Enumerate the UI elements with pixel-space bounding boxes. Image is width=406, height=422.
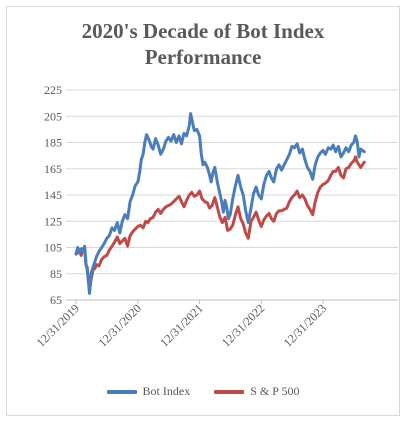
x-tick-label: 12/31/2020 (95, 301, 144, 350)
y-tick-label: 165 (44, 162, 62, 176)
y-tick-label: 125 (44, 214, 62, 228)
x-tick-label: 12/31/2021 (157, 301, 206, 350)
y-tick-label: 65 (50, 293, 62, 307)
x-tick-label: 12/31/2022 (219, 301, 268, 350)
chart-title-line-2: Performance (144, 45, 262, 69)
series-lines (74, 112, 366, 295)
x-tick-label: 12/31/2019 (34, 301, 83, 350)
legend-swatch-sp500 (214, 389, 245, 394)
legend-item-sp500: S & P 500 (214, 384, 299, 399)
y-tick-label: 205 (44, 109, 62, 123)
legend-swatch-bot-index (106, 389, 137, 394)
chart-frame (6, 6, 400, 416)
legend: Bot Index S & P 500 (0, 384, 406, 399)
axes (66, 299, 398, 304)
y-tick-label: 185 (44, 136, 62, 150)
y-tick-label: 105 (44, 241, 62, 255)
x-tick-labels: 12/31/2019 12/31/2020 12/31/2021 12/31/2022… (34, 301, 330, 350)
y-tick-labels: 65 85 105 125 145 165 185 205 225 (44, 83, 62, 307)
chart-title: 2020's Decade of Bot Index Performance (0, 18, 406, 70)
chart-title-line-1: 2020's Decade of Bot Index (81, 19, 325, 43)
legend-label-bot-index: Bot Index (142, 384, 191, 398)
legend-label-sp500: S & P 500 (250, 384, 300, 398)
legend-item-bot-index: Bot Index (106, 384, 191, 399)
series-line-bot-index (74, 112, 366, 295)
gridlines (66, 89, 398, 275)
y-tick-label: 145 (44, 188, 62, 202)
y-tick-label: 85 (50, 267, 62, 281)
series-line-sp500 (74, 155, 366, 293)
y-tick-label: 225 (44, 83, 62, 97)
x-tick-label: 12/31/2023 (281, 301, 330, 350)
